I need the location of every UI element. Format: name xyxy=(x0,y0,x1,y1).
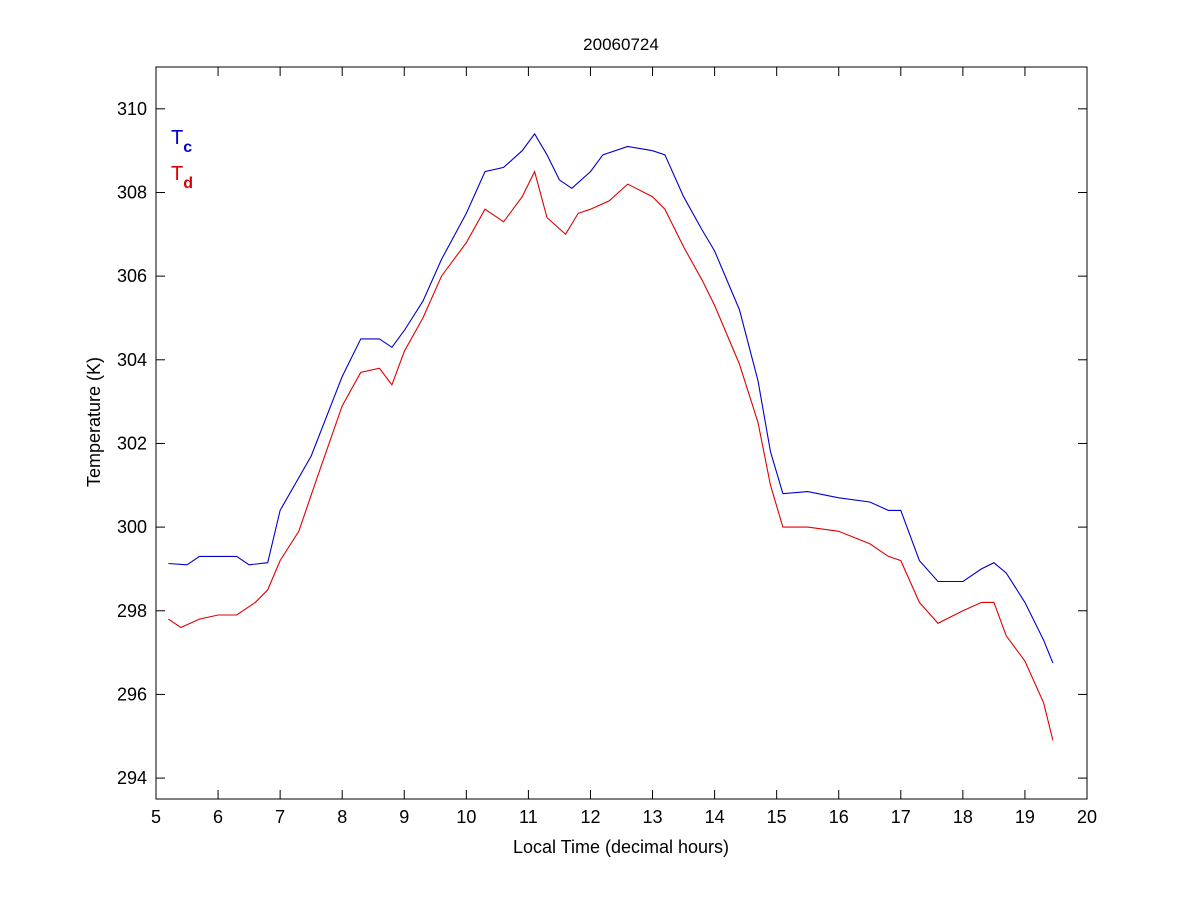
chart-title: 20060724 xyxy=(583,35,659,54)
y-tick-label: 302 xyxy=(117,433,147,453)
x-tick-label: 7 xyxy=(275,807,285,827)
legend-entry-tc: Tc xyxy=(171,127,192,156)
y-tick-label: 308 xyxy=(117,182,147,202)
y-axis-label: Temperature (K) xyxy=(84,357,104,487)
x-axis-label: Local Time (decimal hours) xyxy=(513,837,729,857)
y-tick-label: 304 xyxy=(117,350,147,370)
y-tick-label: 300 xyxy=(117,517,147,537)
x-tick-label: 13 xyxy=(643,807,663,827)
legend-entry-td: Td xyxy=(171,163,193,192)
series-line-td xyxy=(168,170,1054,741)
x-tick-label: 6 xyxy=(213,807,223,827)
x-tick-label: 10 xyxy=(456,807,476,827)
x-tick-label: 8 xyxy=(337,807,347,827)
legend-tc-main: T xyxy=(171,127,183,149)
plot-area xyxy=(155,66,1088,800)
x-tick-label: 16 xyxy=(829,807,849,827)
x-tick-label: 17 xyxy=(891,807,911,827)
y-tick-label: 294 xyxy=(117,768,147,788)
x-tick-label: 14 xyxy=(705,807,725,827)
y-tick-label: 296 xyxy=(117,684,147,704)
legend-tc-sub: c xyxy=(183,139,192,156)
legend: Tc Td xyxy=(171,127,193,192)
y-tick-label: 298 xyxy=(117,601,147,621)
x-tick-label: 15 xyxy=(767,807,787,827)
x-tick-label: 11 xyxy=(519,807,538,827)
x-tick-label: 9 xyxy=(399,807,409,827)
x-tick-label: 5 xyxy=(151,807,161,827)
legend-td-sub: d xyxy=(183,175,193,192)
x-tick-label: 19 xyxy=(1015,807,1035,827)
y-tick-label: 306 xyxy=(117,266,147,286)
x-tick-label: 18 xyxy=(953,807,973,827)
legend-td-main: T xyxy=(171,163,183,185)
x-tick-label: 12 xyxy=(580,807,600,827)
series-line-tc xyxy=(168,132,1054,664)
x-tick-label: 20 xyxy=(1077,807,1097,827)
y-tick-label: 310 xyxy=(117,99,147,119)
